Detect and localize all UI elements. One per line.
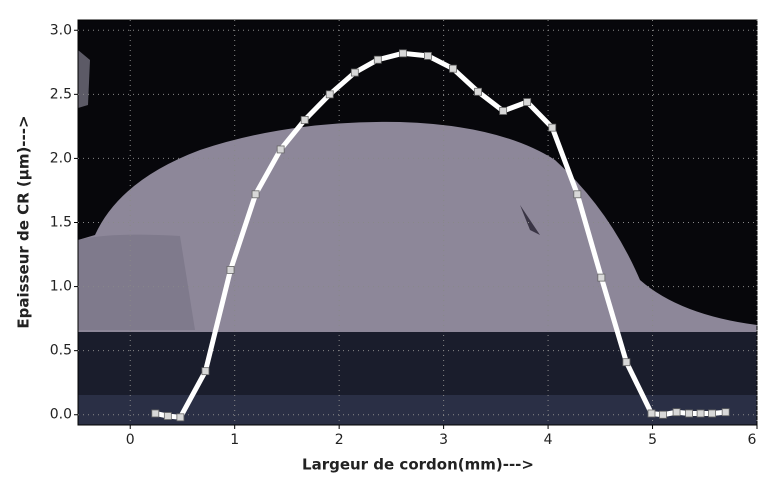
data-point	[449, 64, 457, 73]
y-tick-label: 3.0	[50, 22, 72, 38]
data-point	[523, 98, 532, 106]
x-axis-label: Largeur de cordon(mm)--->	[302, 456, 534, 474]
y-tick-label: 2.0	[50, 150, 72, 166]
x-tick-label: 1	[230, 432, 239, 448]
x-tick-label: 5	[648, 432, 657, 448]
x-tick-label: 2	[335, 432, 344, 448]
data-point	[424, 51, 432, 60]
y-tick-label: 0.5	[50, 343, 72, 359]
y-tick-label: 2.5	[50, 86, 72, 102]
data-point	[474, 87, 482, 96]
data-point	[659, 410, 667, 419]
data-point	[622, 358, 631, 367]
data-point	[151, 409, 160, 418]
data-point	[597, 273, 606, 282]
data-point	[398, 49, 407, 58]
data-point	[251, 190, 260, 199]
x-tick-label: 3	[439, 432, 448, 448]
data-point	[499, 107, 508, 115]
data-point	[176, 413, 185, 422]
data-point	[300, 116, 309, 124]
data-point	[226, 266, 235, 274]
x-tick-label: 4	[544, 432, 553, 448]
data-point	[325, 90, 334, 99]
data-point	[647, 409, 656, 418]
data-point	[548, 123, 557, 132]
data-point	[685, 409, 693, 418]
data-point	[721, 408, 730, 417]
data-point	[708, 409, 716, 418]
data-point	[163, 412, 172, 420]
micrograph-background	[78, 20, 757, 425]
x-tick-label: 6	[748, 432, 757, 448]
data-point	[696, 409, 705, 418]
x-tick-label: 0	[126, 432, 135, 448]
y-tick-label: 1.0	[50, 279, 72, 295]
data-point	[276, 145, 285, 154]
data-point	[373, 55, 382, 64]
data-line	[154, 50, 726, 420]
y-axis-label: Epaisseur de CR (μm)--->	[15, 115, 33, 328]
data-point	[350, 68, 359, 77]
data-point	[573, 190, 582, 199]
y-tick-label: 0.0	[50, 407, 72, 423]
data-point	[201, 367, 210, 376]
data-point	[672, 408, 681, 417]
y-tick-label: 1.5	[50, 215, 72, 231]
